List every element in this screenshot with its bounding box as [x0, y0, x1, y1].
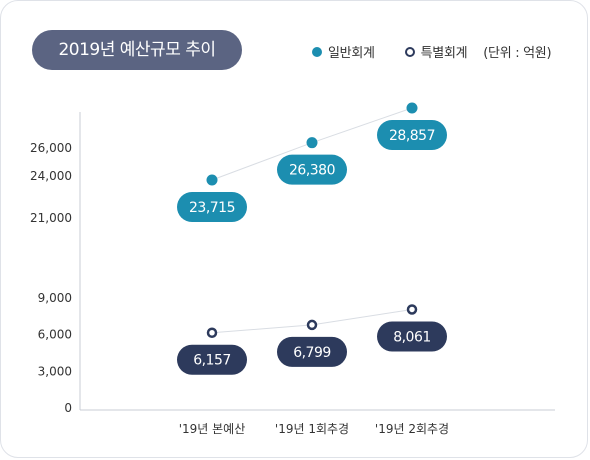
data-label-bg-general [377, 120, 447, 151]
x-tick-label: '19년 본예산 [179, 422, 246, 436]
y-tick-label: 6,000 [38, 328, 72, 342]
data-label-bg-special [277, 336, 347, 367]
legend-general-label: 일반회계 [328, 46, 375, 61]
legend-special-label: 특별회계 [420, 46, 468, 61]
data-point-general [406, 102, 418, 114]
data-label-general: 26,380 [289, 163, 335, 179]
data-label-bg-special [377, 321, 447, 352]
y-tick-label: 3,000 [38, 364, 72, 378]
data-label-bg-general [277, 154, 347, 185]
data-label-general: 28,857 [389, 128, 435, 144]
legend-item-general: 일반회계 [312, 42, 375, 61]
legend-item-special: 특별회계 [404, 42, 468, 61]
x-tick-label: '19년 2회추경 [375, 422, 449, 436]
data-label-special: 6,157 [193, 353, 231, 369]
data-label-special: 6,799 [293, 345, 331, 361]
data-point-special [406, 304, 418, 315]
data-label-bg-general [177, 191, 247, 222]
data-point-special [206, 327, 218, 338]
legend: 일반회계 특별회계 (단위 : 억원) [312, 42, 552, 61]
legend-general-marker-icon [312, 46, 322, 57]
data-point-special [306, 319, 318, 331]
data-label-general: 23,715 [189, 200, 235, 216]
data-label-bg-special [177, 344, 247, 375]
chart-title: 2019년 예산규모 추이 [32, 30, 242, 70]
data-point-general [306, 137, 318, 149]
data-point-general [206, 174, 218, 186]
data-label-special: 8,061 [393, 329, 431, 345]
unit-label: (단위 : 억원) [483, 46, 552, 61]
y-tick-label: 0 [64, 401, 72, 415]
y-tick-label: 9,000 [38, 291, 72, 305]
legend-special-marker-icon [404, 46, 415, 57]
x-tick-label: '19년 1회추경 [275, 422, 349, 436]
y-tick-label: 24,000 [30, 169, 72, 183]
y-tick-label: 26,000 [30, 141, 72, 155]
y-tick-label: 21,000 [30, 211, 72, 225]
